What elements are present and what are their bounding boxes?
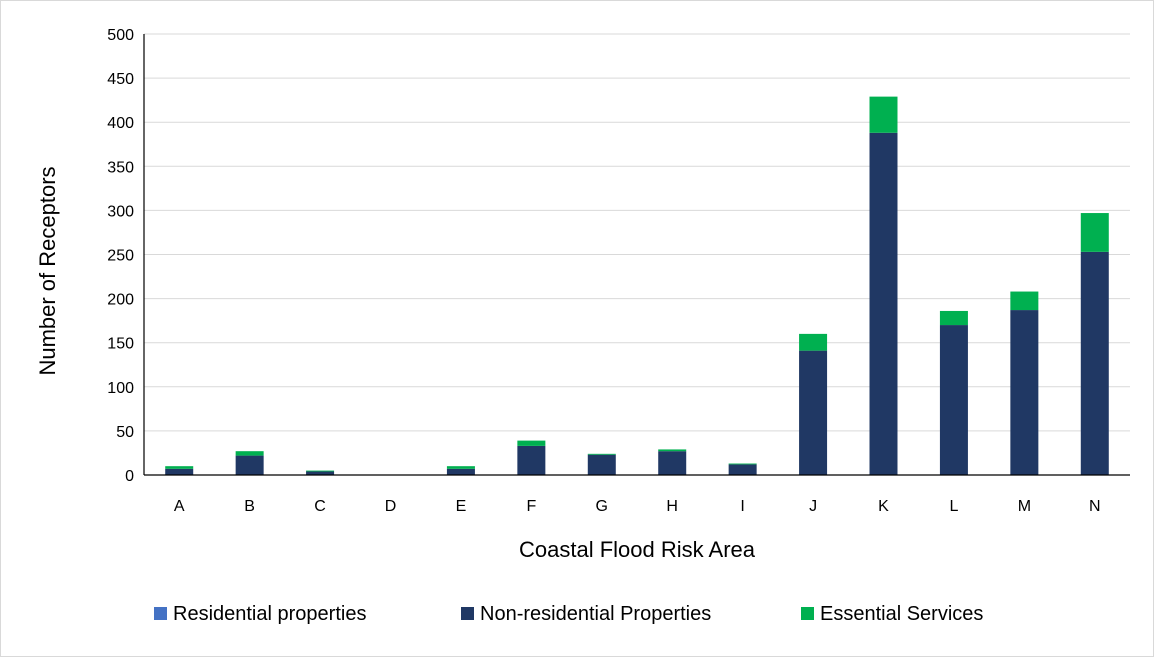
legend: Residential properties Non-residential Pr…: [154, 603, 983, 625]
legend-label: Non-residential Properties: [480, 603, 711, 625]
bar-N-series-3: [1080, 213, 1109, 252]
legend-swatch: [154, 607, 167, 620]
x-tick-label: L: [949, 498, 958, 515]
x-tick-label: E: [456, 498, 467, 515]
bar-F-series-3: [517, 440, 546, 446]
x-tick-label: G: [596, 498, 608, 515]
y-tick-label: 50: [116, 424, 134, 441]
y-tick-label: 450: [107, 71, 134, 88]
bars: [165, 96, 1109, 475]
bar-E-series-2: [446, 468, 475, 475]
x-tick-label: C: [314, 498, 326, 515]
legend-swatch: [801, 607, 814, 620]
bar-G-series-2: [587, 454, 616, 475]
bar-I-series-3: [728, 463, 757, 465]
legend-swatch: [461, 607, 474, 620]
bar-H-series-2: [658, 451, 687, 475]
x-tick-label: H: [666, 498, 678, 515]
bar-K-series-2: [869, 132, 898, 475]
y-tick-label: 400: [107, 115, 134, 132]
bar-C-series-3: [306, 470, 335, 472]
bar-M-series-3: [1010, 291, 1039, 311]
x-tick-label: B: [244, 498, 255, 515]
bar-B-series-2: [235, 455, 264, 475]
gridlines: [144, 33, 1130, 432]
axes: 0 50 100 150 200 250 300 350 400 450 500 A B C D E F G H I J…: [107, 27, 1130, 515]
x-tick-label: M: [1018, 498, 1031, 515]
y-tick-label: 200: [107, 292, 134, 309]
x-tick-label: I: [740, 498, 744, 515]
bar-I-series-2: [728, 464, 757, 475]
bar-K-series-3: [869, 96, 898, 133]
bar-J-series-2: [799, 350, 828, 475]
bar-L-series-2: [939, 325, 968, 475]
bar-E-series-3: [446, 466, 475, 469]
y-tick-label: 0: [125, 468, 134, 485]
y-tick-label: 300: [107, 203, 134, 220]
x-tick-label: K: [878, 498, 889, 515]
bar-F-series-2: [517, 445, 546, 475]
legend-label: Essential Services: [820, 603, 983, 625]
x-tick-label: J: [809, 498, 817, 515]
bar-N-series-2: [1080, 251, 1109, 475]
bar-G-series-3: [587, 453, 616, 455]
y-tick-label: 350: [107, 159, 134, 176]
x-axis-title: Coastal Flood Risk Area: [519, 537, 756, 562]
y-tick-label: 100: [107, 380, 134, 397]
bar-M-series-2: [1010, 310, 1039, 475]
x-tick-label: D: [385, 498, 397, 515]
bar-C-series-2: [306, 471, 335, 475]
y-tick-label: 500: [107, 27, 134, 44]
bar-H-series-3: [658, 449, 687, 452]
bar-B-series-3: [235, 451, 264, 456]
y-axis-title: Number of Receptors: [35, 166, 60, 375]
x-tick-label: F: [526, 498, 536, 515]
bar-J-series-3: [799, 333, 828, 351]
x-tick-label: N: [1089, 498, 1101, 515]
bar-A-series-2: [165, 468, 194, 475]
bar-A-series-3: [165, 466, 194, 469]
bar-L-series-3: [939, 310, 968, 326]
y-tick-label: 150: [107, 336, 134, 353]
x-tick-label: A: [174, 498, 185, 515]
y-tick-label: 250: [107, 248, 134, 265]
legend-label: Residential properties: [173, 603, 366, 625]
